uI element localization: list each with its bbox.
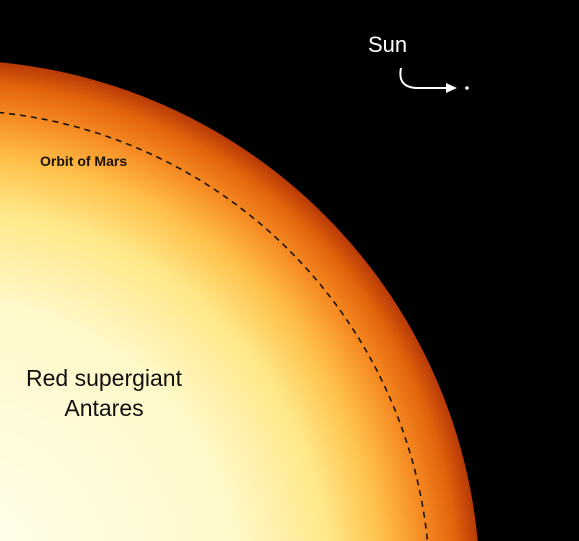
star-label-line-2: Antares	[64, 395, 144, 421]
star-label-line-1: Red supergiant	[26, 365, 182, 391]
arrow-head-icon	[446, 83, 457, 93]
star-name-label: Red supergiant Antares	[26, 363, 182, 423]
orbit-of-mars-label: Orbit of Mars	[40, 153, 128, 169]
sun-label: Sun	[368, 32, 408, 57]
sun-dot-icon	[465, 86, 469, 90]
curved-arrow-icon	[399, 67, 449, 89]
antares-star	[0, 62, 478, 541]
